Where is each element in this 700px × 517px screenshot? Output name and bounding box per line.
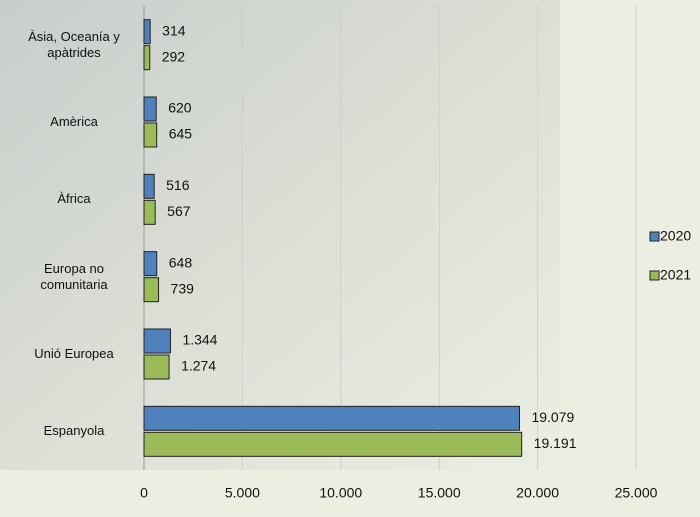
bar bbox=[143, 277, 160, 303]
data-label: 648 bbox=[169, 254, 193, 270]
bar bbox=[143, 173, 155, 199]
bar bbox=[143, 328, 171, 354]
data-label: 567 bbox=[167, 203, 191, 219]
data-label: 19.079 bbox=[531, 409, 574, 425]
x-tick-label: 25.000 bbox=[615, 485, 658, 501]
bar bbox=[143, 19, 151, 45]
y-tick-label: Àfrica bbox=[57, 191, 91, 207]
y-tick-label: Amèrica bbox=[50, 114, 98, 129]
y-tick-label: Espanyola bbox=[43, 423, 105, 439]
data-label: 1.274 bbox=[181, 358, 216, 374]
bar bbox=[143, 45, 151, 71]
x-tick-label: 0 bbox=[140, 485, 148, 501]
bar bbox=[143, 251, 158, 277]
bar bbox=[143, 96, 157, 122]
x-tick-label: 15.000 bbox=[418, 485, 461, 501]
data-label: 314 bbox=[162, 22, 186, 38]
legend-label: 2020 bbox=[660, 228, 691, 244]
data-label: 516 bbox=[166, 177, 190, 193]
x-tick-label: 20.000 bbox=[516, 485, 559, 501]
bar bbox=[143, 405, 520, 431]
legend-label: 2021 bbox=[660, 267, 691, 283]
bar bbox=[143, 354, 170, 380]
data-label: 292 bbox=[162, 48, 186, 64]
data-label: 1.344 bbox=[182, 332, 217, 348]
bar bbox=[143, 199, 156, 225]
legend-swatch bbox=[649, 231, 660, 242]
bar bbox=[143, 431, 523, 457]
data-label: 739 bbox=[171, 280, 195, 296]
x-tick-label: 10.000 bbox=[319, 485, 362, 501]
bar bbox=[143, 122, 158, 148]
y-tick-label: Àsia, Oceanía y apàtrides bbox=[28, 28, 120, 60]
y-tick-label: Unió Europea bbox=[34, 346, 114, 361]
data-label: 19.191 bbox=[534, 435, 577, 451]
data-label: 620 bbox=[168, 100, 192, 116]
data-label: 645 bbox=[169, 126, 193, 142]
x-tick-label: 5.000 bbox=[225, 485, 260, 501]
background-image bbox=[0, 0, 560, 470]
legend-swatch bbox=[649, 270, 660, 281]
y-tick-label: Europa no comunitaria bbox=[40, 260, 108, 292]
